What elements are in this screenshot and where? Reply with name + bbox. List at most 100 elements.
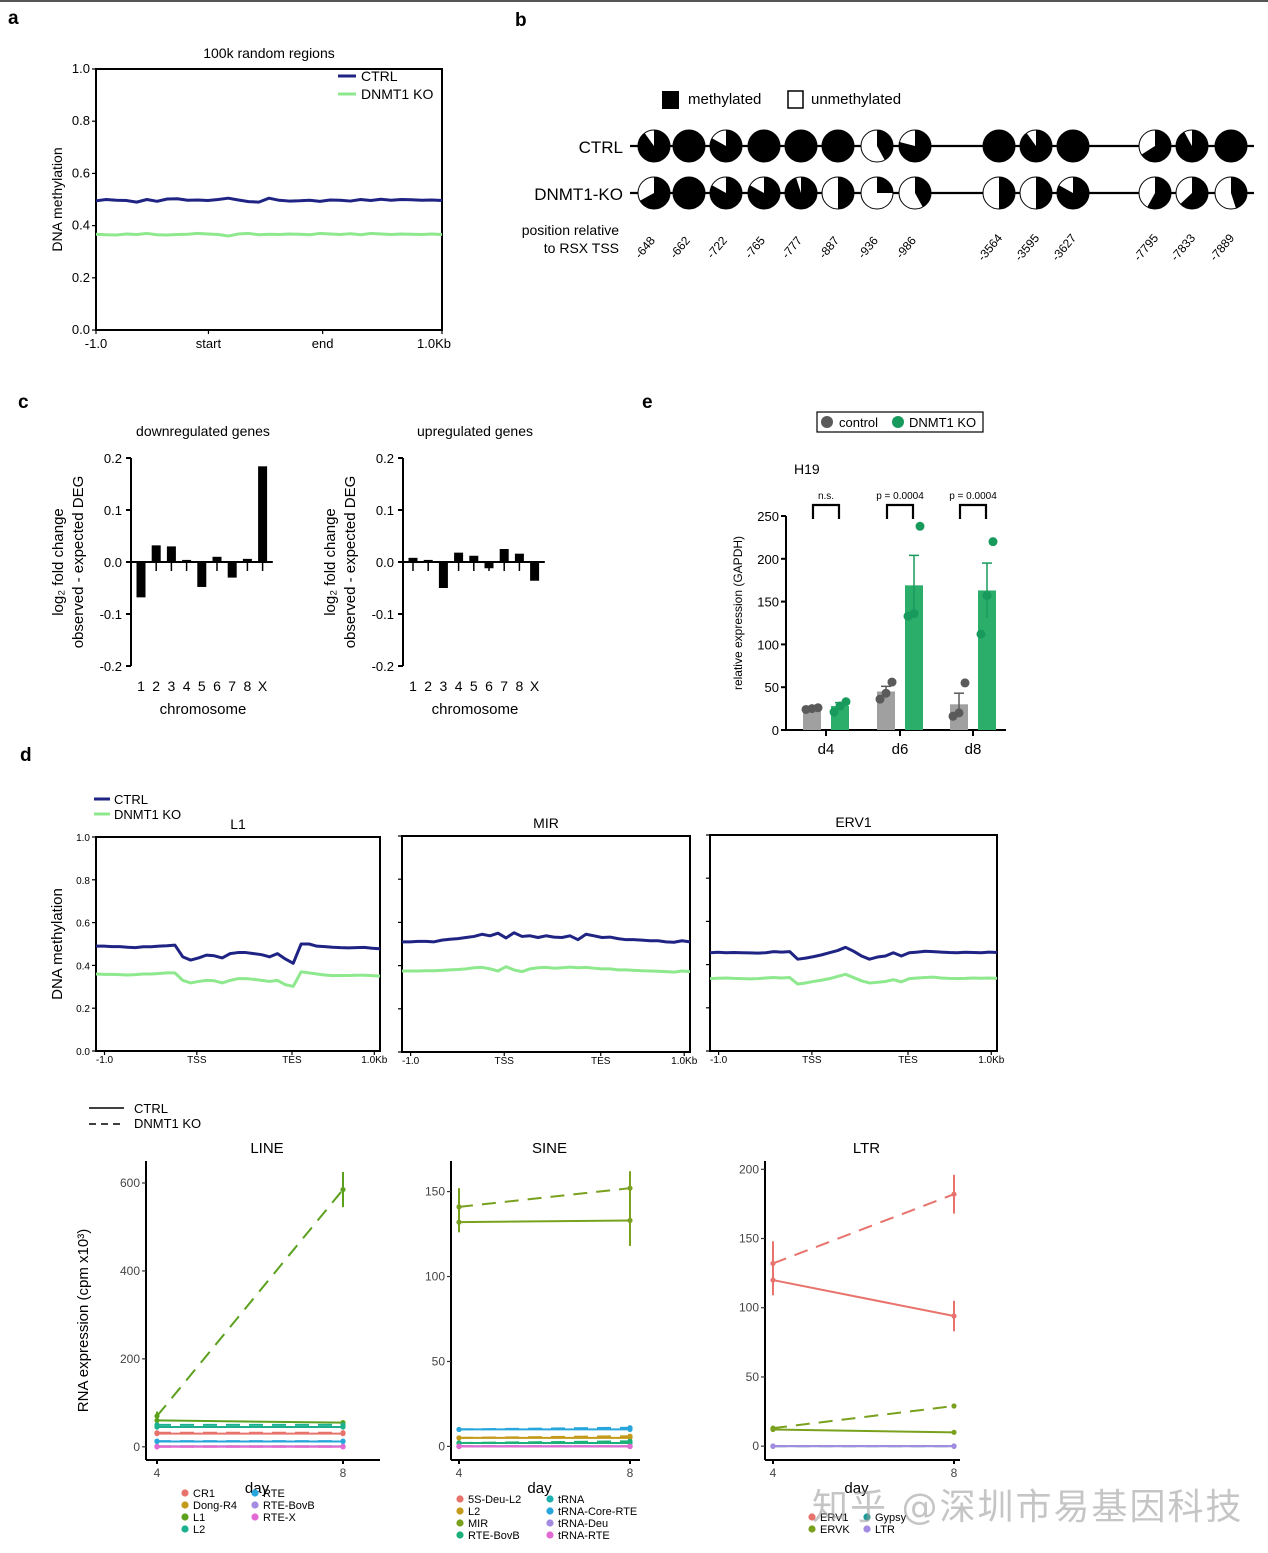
y-tick-label: 150	[739, 1232, 759, 1246]
cpg-methylated-fill	[838, 177, 854, 209]
panel-label-a: a	[8, 8, 19, 29]
y-tick-label: 250	[757, 509, 779, 524]
chart-title: downregulated genes	[136, 423, 270, 439]
legend-label: tRNA-Deu	[558, 1518, 608, 1530]
cpg-methylated-fill	[877, 177, 893, 193]
x-tick-label: 2	[152, 678, 160, 694]
legend-ctrl-label: CTRL	[134, 1101, 168, 1116]
x-tick-label: TES	[898, 1055, 918, 1066]
position-label: -936	[855, 233, 881, 261]
x-tick-label: 7	[500, 678, 508, 694]
bar-chr-1	[408, 557, 418, 562]
legend-label: ERV1	[820, 1512, 849, 1524]
position-label: -7889	[1207, 231, 1238, 264]
bar-chr-3	[438, 562, 448, 588]
series-line-ctrl	[96, 942, 381, 965]
x-tick-label: 7	[228, 678, 236, 694]
legend-dot-rte-bovb	[251, 1501, 259, 1509]
data-point	[887, 677, 897, 687]
legend-dot-trna-deu	[546, 1519, 554, 1527]
y-tick-label: 0.0	[104, 555, 122, 570]
legend-dot-mir	[456, 1519, 464, 1527]
position-label: -7833	[1168, 231, 1199, 264]
x-tick-label: start	[196, 336, 222, 351]
data-point	[982, 591, 992, 601]
x-tick-label: X	[258, 678, 268, 694]
position-label: -986	[893, 233, 919, 261]
series-point-ltr	[770, 1443, 776, 1449]
y-tick-label: 150	[425, 1185, 445, 1199]
y-tick-label: -0.1	[100, 607, 122, 622]
legend-label: 5S-Deu-L2	[468, 1494, 521, 1506]
chart-title: LTR	[853, 1140, 880, 1157]
cpg-methylated-fill	[1057, 130, 1089, 162]
legend-dot-5s-deu-l2	[456, 1495, 464, 1503]
y-tick-label: 1.0	[72, 61, 90, 76]
cpg-methylated-fill	[1147, 177, 1171, 209]
top-border	[0, 0, 1268, 2]
legend-label: ERVK	[820, 1524, 850, 1536]
cpg-methylated-fill	[1231, 177, 1247, 209]
legend-control-label: control	[839, 415, 878, 430]
bar-chr-5	[197, 562, 207, 587]
series-point-l2	[456, 1435, 462, 1441]
x-tick-label: 1	[409, 678, 417, 694]
legend-label: Dong-R4	[193, 1500, 237, 1512]
position-label: -777	[779, 233, 805, 261]
y-tick-label: 0.0	[72, 322, 90, 337]
legend-methylated-swatch	[662, 91, 679, 109]
position-label: -7795	[1131, 231, 1162, 264]
legend-label: MIR	[468, 1518, 488, 1530]
x-axis-label: day	[844, 1480, 869, 1497]
series-line-ctrl	[402, 931, 691, 944]
data-point	[881, 688, 891, 698]
y-tick-label: -0.1	[372, 607, 394, 622]
legend-dot-ltr	[863, 1525, 871, 1533]
legend-ko-dot	[892, 416, 904, 428]
legend-dot-gypsy	[863, 1513, 871, 1521]
y-tick-label: 50	[432, 1354, 446, 1368]
series-point-ervk	[770, 1425, 776, 1431]
y-axis-label: DNA methylation	[49, 147, 65, 251]
legend-label: LTR	[875, 1524, 895, 1536]
series-ko-trna-core-rte	[458, 1426, 631, 1431]
bar-chr-2	[151, 545, 161, 562]
bar-chr-X	[530, 562, 540, 581]
series-point-l1	[154, 1417, 160, 1424]
y-tick-label: 200	[120, 1352, 140, 1366]
legend-label: CR1	[193, 1488, 215, 1500]
series-ko-l1	[156, 1188, 344, 1417]
bar-dnmt1-ko-d6	[905, 585, 923, 730]
x-tick-label: TES	[282, 1055, 302, 1066]
series-line-ctrl	[709, 945, 998, 961]
y-tick-label: 0	[752, 1439, 759, 1453]
position-axis-label: position relative	[522, 222, 619, 238]
series-ctrl-l1	[156, 1419, 344, 1424]
legend-dot-rte-x	[251, 1513, 259, 1521]
y-tick-label: 0.0	[76, 1047, 90, 1058]
x-tick-label: X	[530, 678, 540, 694]
y-tick-label: 0	[438, 1439, 445, 1453]
x-tick-label: d8	[965, 741, 982, 758]
y-axis-label-line2: observed - expected DEG	[70, 476, 87, 649]
series-point-cr1	[154, 1430, 160, 1436]
bar-chr-4	[454, 552, 464, 562]
x-tick-label: 5	[470, 678, 478, 694]
data-point	[909, 609, 919, 619]
series-ko-l2	[458, 1435, 631, 1439]
legend-label: RTE	[263, 1488, 285, 1500]
y-tick-label: 0.8	[72, 113, 90, 128]
series-point-rte	[154, 1438, 160, 1444]
legend-label: tRNA	[558, 1494, 585, 1506]
chart-panel-e: control DNMT1 KO H19 0 50 100 150 200 250 relativ…	[731, 411, 1006, 758]
data-point	[976, 629, 986, 639]
y-tick-label: 0.1	[376, 503, 394, 518]
y-tick-label: 0.8	[76, 876, 90, 887]
chart-title: MIR	[533, 815, 559, 831]
series-line-dnmt1-ko	[95, 970, 381, 988]
legend-dot-dong-r4	[181, 1501, 189, 1509]
bar-chr-6	[484, 562, 494, 569]
data-point	[829, 707, 839, 717]
y-axis-label-line1: log₂ fold change	[50, 508, 67, 616]
